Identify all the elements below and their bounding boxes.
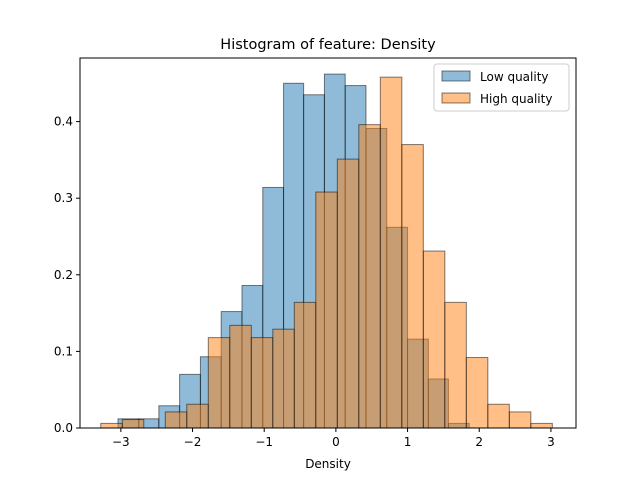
histogram-bar [508,411,532,429]
histogram-bar [315,191,338,429]
y-tick-label: 0.2 [54,268,73,282]
y-tick-label: 0.4 [54,115,73,129]
histogram-bar [186,403,209,429]
histogram-bar [465,357,489,429]
x-tick-label: 0 [332,435,340,449]
y-tick-label: 0.1 [54,344,73,358]
histogram-bar [530,422,553,429]
histogram-bar [401,144,424,429]
legend-swatch [441,70,471,82]
series-1-bars [100,76,553,429]
y-tick-label: 0.3 [54,191,73,205]
histogram-bar [293,301,317,429]
x-tick-label: 1 [404,435,412,449]
x-tick-label: −2 [184,435,202,449]
histogram-bar [100,422,123,429]
y-tick-label: 0.0 [54,421,73,435]
histogram-bar [250,337,274,429]
legend-swatch [441,92,471,104]
legend: Low quality High quality [433,63,570,112]
histogram-bar [379,76,403,429]
legend-label: High quality [480,92,552,106]
histogram-bar [207,337,231,429]
histogram-bar [229,324,252,429]
x-axis-label: Density [305,457,351,471]
histogram-bar [487,403,510,429]
plot-frame [79,57,577,429]
x-tick-label: 3 [547,435,555,449]
legend-label: Low quality [480,70,549,84]
x-tick-label: 2 [475,435,483,449]
x-tick-label: −3 [112,435,130,449]
histogram-bar [422,250,446,429]
histogram-bar [121,419,145,429]
histogram-bar [164,411,188,429]
histogram-bar [358,124,381,429]
chart-title: Histogram of feature: Density [220,37,436,53]
histogram-bar [272,328,295,429]
histogram-bar [336,158,360,429]
histogram-bar [444,301,467,429]
x-tick-label: −1 [255,435,273,449]
